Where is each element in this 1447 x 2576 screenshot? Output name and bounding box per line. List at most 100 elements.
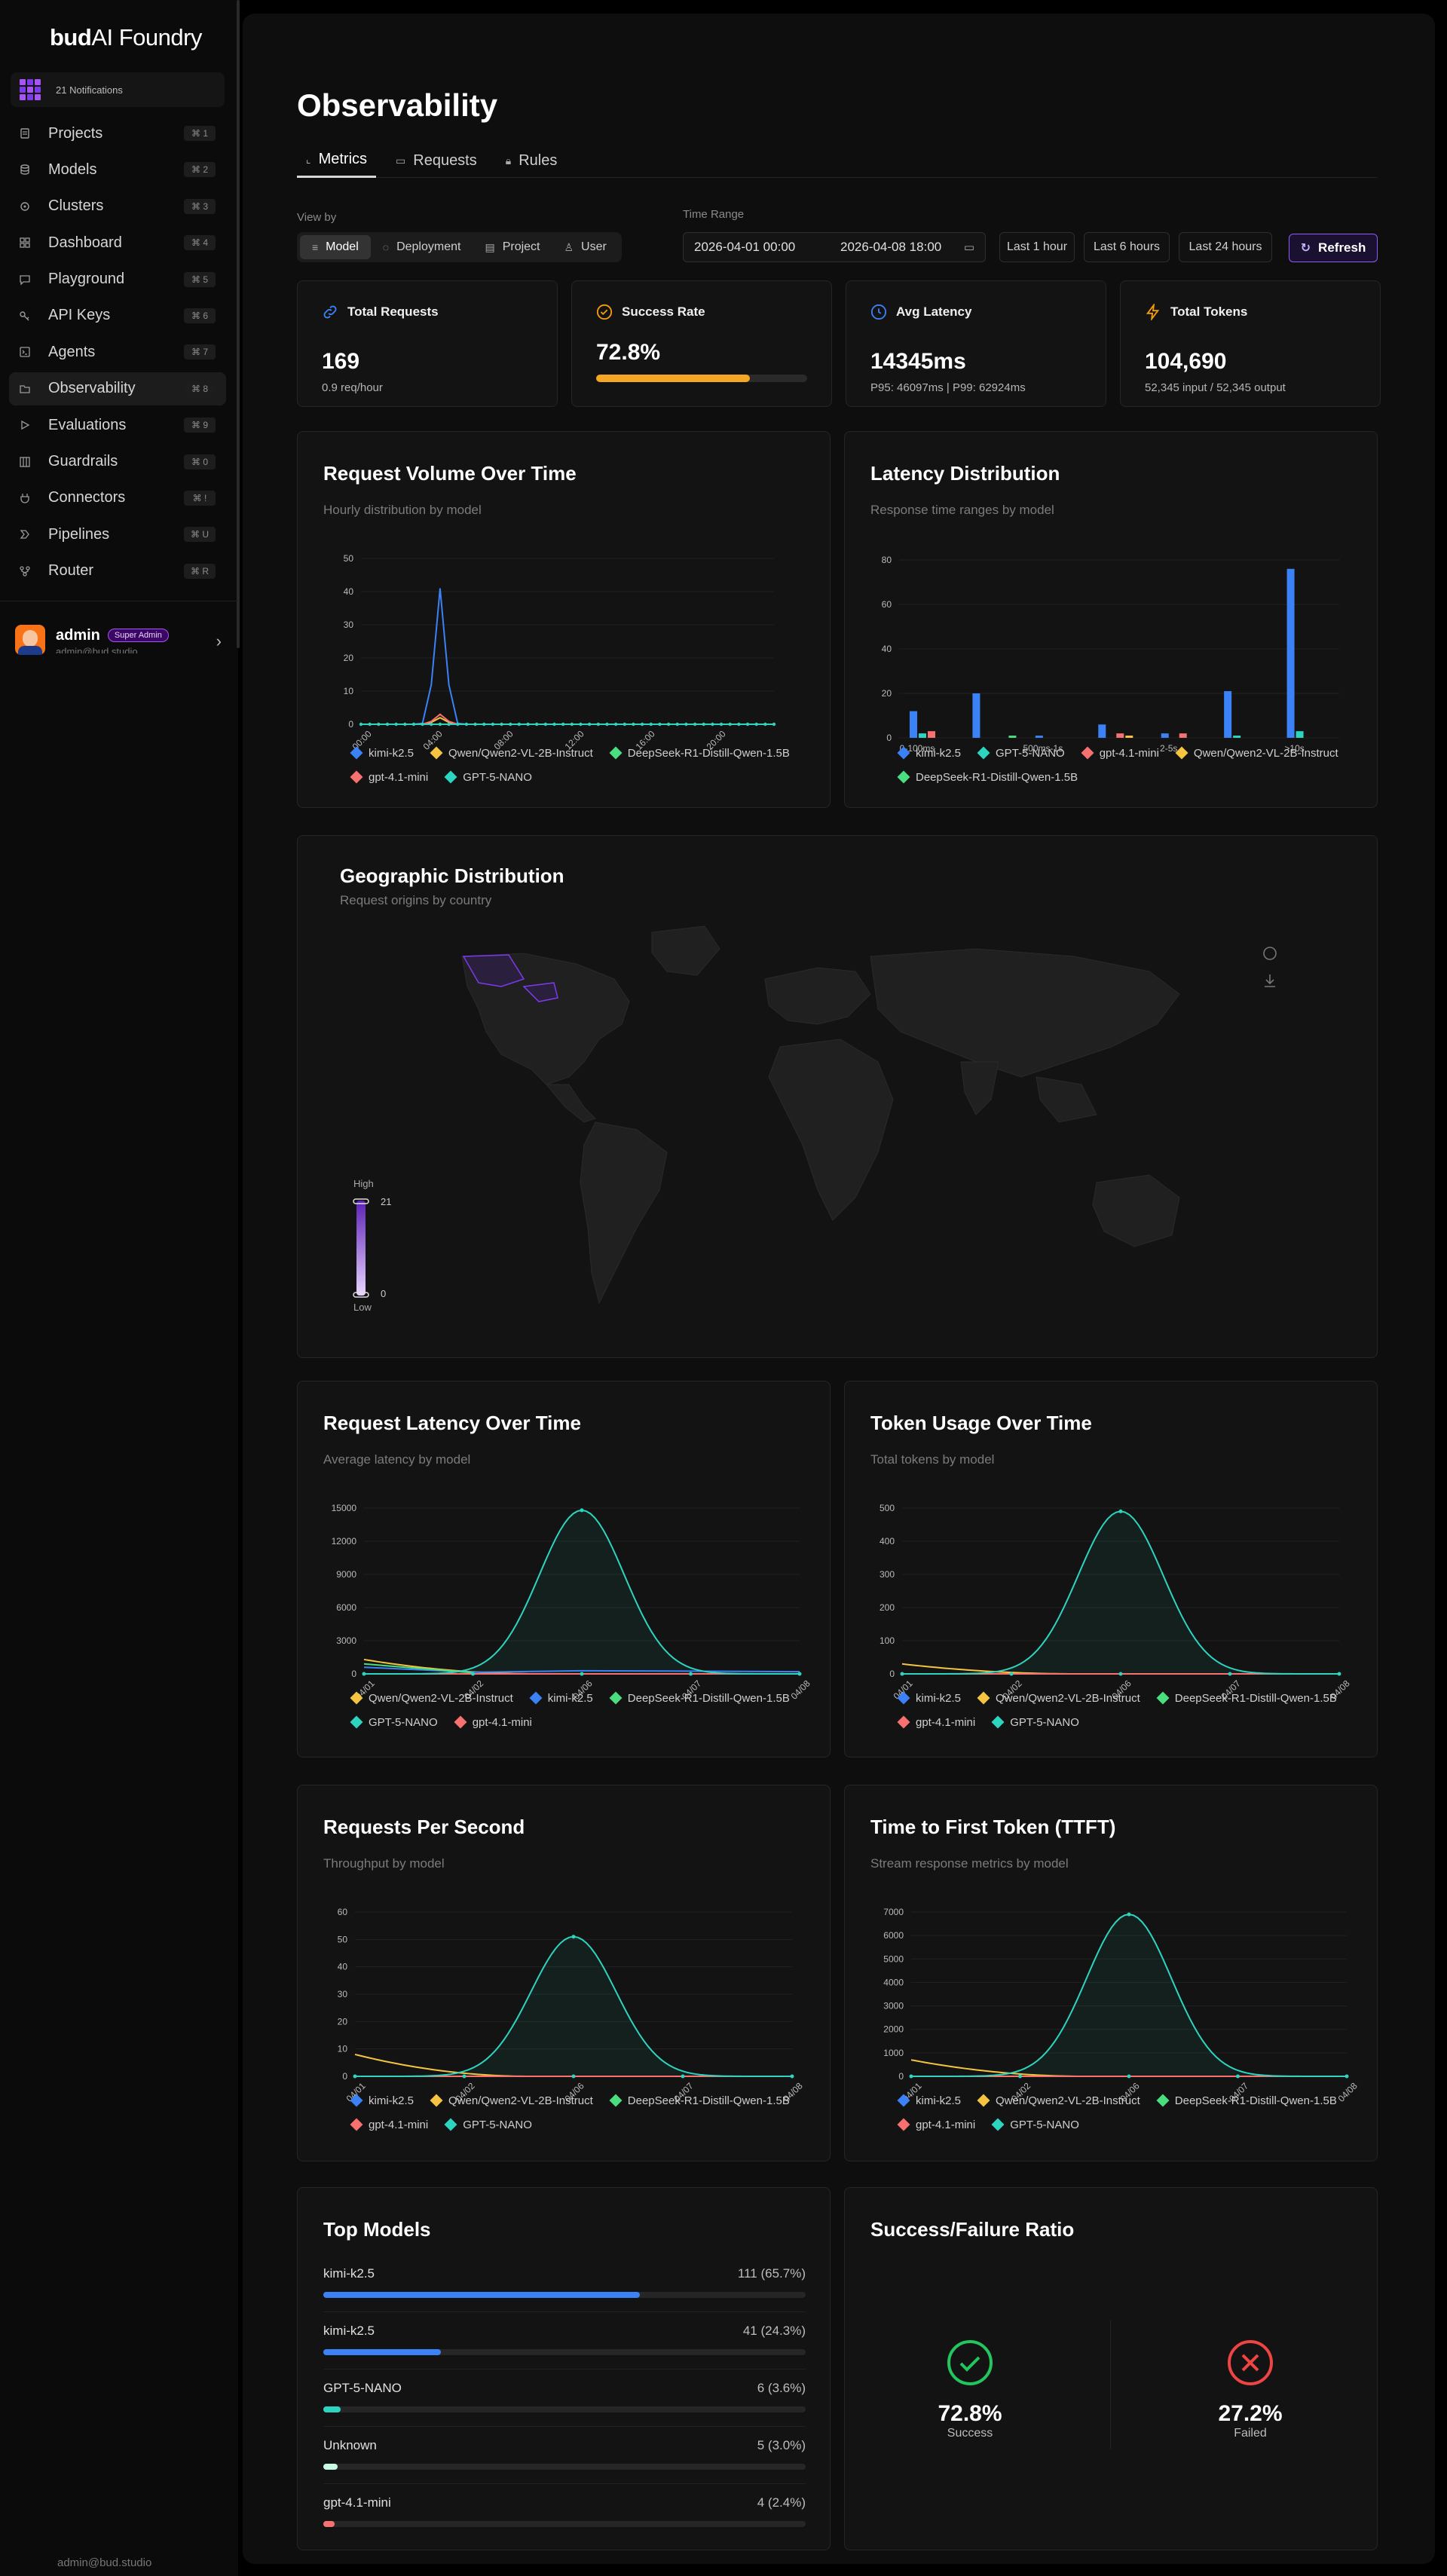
legend-item[interactable]: gpt-4.1-mini: [350, 2113, 428, 2137]
sidebar-item-connectors[interactable]: Connectors ⌘ !: [9, 482, 226, 515]
legend-marker: [897, 1691, 910, 1705]
legend-item[interactable]: GPT-5-NANO: [977, 741, 1065, 765]
legend-item[interactable]: Qwen/Qwen2-VL-2B-Instruct: [350, 1686, 513, 1710]
range-start[interactable]: 2026-04-01 00:00: [694, 240, 796, 254]
data-point: [675, 722, 679, 727]
legend-item[interactable]: DeepSeek-R1-Distill-Qwen-1.5B: [609, 1686, 790, 1710]
sidebar-item-models[interactable]: Models ⌘ 2: [9, 153, 226, 186]
legend-item[interactable]: kimi-k2.5: [897, 1686, 961, 1710]
legend-item[interactable]: gpt-4.1-mini: [897, 2113, 975, 2137]
view-by-model[interactable]: ≡ Model: [300, 235, 371, 259]
legend-marker: [897, 770, 910, 784]
sidebar-item-playground[interactable]: Playground ⌘ 5: [9, 263, 226, 296]
legend-item[interactable]: Qwen/Qwen2-VL-2B-Instruct: [430, 2088, 593, 2113]
legend-item[interactable]: kimi-k2.5: [350, 741, 414, 765]
sidebar-item-clusters[interactable]: Clusters ⌘ 3: [9, 190, 226, 223]
legend-item[interactable]: kimi-k2.5: [529, 1686, 593, 1710]
chart-subtitle: Average latency by model: [323, 1452, 471, 1467]
legend-item[interactable]: gpt-4.1-mini: [454, 1710, 532, 1734]
data-point: [649, 722, 653, 727]
sidebar-scrollbar[interactable]: [237, 0, 240, 648]
legend-item[interactable]: GPT-5-NANO: [991, 2113, 1079, 2137]
map-refresh-icon[interactable]: [1263, 947, 1277, 960]
sidebar-item-guardrails[interactable]: Guardrails ⌘ 0: [9, 445, 226, 479]
view-by-project[interactable]: ▤ Project: [485, 240, 540, 253]
legend-item[interactable]: gpt-4.1-mini: [1081, 741, 1159, 765]
notifications-button[interactable]: 21 Notifications: [11, 72, 225, 107]
legend-marker: [350, 770, 363, 784]
sidebar-item-dashboard[interactable]: Dashboard ⌘ 4: [9, 226, 226, 259]
legend-item[interactable]: Qwen/Qwen2-VL-2B-Instruct: [1175, 741, 1338, 765]
data-point: [482, 722, 486, 727]
data-point: [640, 722, 644, 727]
legend-item[interactable]: gpt-4.1-mini: [897, 1710, 975, 1734]
user-profile[interactable]: admin Super Admin admin@bud.studio ›: [15, 620, 226, 660]
model-name: kimi-k2.5: [323, 2324, 375, 2338]
legend-item[interactable]: kimi-k2.5: [897, 2088, 961, 2113]
legend-marker: [1156, 2094, 1170, 2107]
failure-x-icon: [1228, 2340, 1273, 2385]
sidebar-item-projects[interactable]: Projects ⌘ 1: [9, 117, 226, 150]
legend-item[interactable]: GPT-5-NANO: [444, 765, 532, 789]
sidebar-item-router[interactable]: Router ⌘ R: [9, 555, 226, 588]
legend-item[interactable]: DeepSeek-R1-Distill-Qwen-1.5B: [609, 2088, 790, 2113]
date-range-picker[interactable]: 2026-04-01 00:00 2026-04-08 18:00 ▭: [683, 232, 986, 262]
sidebar-item-observability[interactable]: Observability ⌘ 8: [9, 372, 226, 405]
sidebar-item-evaluations[interactable]: Evaluations ⌘ 9: [9, 408, 226, 442]
sidebar-item-agents[interactable]: Agents ⌘ 7: [9, 335, 226, 369]
bar: [1008, 736, 1017, 738]
y-tick-label: 30: [344, 620, 354, 630]
legend-item[interactable]: DeepSeek-R1-Distill-Qwen-1.5B: [1156, 1686, 1337, 1710]
world-map[interactable]: [298, 836, 1378, 1359]
x-tick-label: 500ms-1s: [1023, 743, 1063, 754]
legend-item[interactable]: GPT-5-NANO: [991, 1710, 1079, 1734]
chevron-right-icon[interactable]: ›: [216, 632, 222, 650]
model-share-fill: [323, 2349, 441, 2355]
stat-sub: P95: 46097ms | P99: 62924ms: [870, 381, 1026, 394]
legend-item[interactable]: kimi-k2.5: [350, 2088, 414, 2113]
view-by-deployment[interactable]: ◌ Deployment: [382, 240, 461, 253]
legend-item[interactable]: Qwen/Qwen2-VL-2B-Instruct: [977, 1686, 1140, 1710]
row-divider: [323, 2483, 806, 2484]
map-africa: [768, 1039, 894, 1221]
series-area: [902, 1511, 1339, 1674]
sidebar-item-label: Evaluations: [48, 416, 127, 433]
legend-item[interactable]: DeepSeek-R1-Distill-Qwen-1.5B: [1156, 2088, 1337, 2113]
legend-item[interactable]: DeepSeek-R1-Distill-Qwen-1.5B: [897, 765, 1078, 789]
last-6-hours-button[interactable]: Last 6 hours: [1084, 232, 1170, 262]
legend-item[interactable]: Qwen/Qwen2-VL-2B-Instruct: [430, 741, 593, 765]
map-download-icon[interactable]: [1265, 974, 1275, 987]
sidebar-item-api-keys[interactable]: API Keys ⌘ 6: [9, 299, 226, 332]
view-by-user[interactable]: ♙ User: [564, 240, 607, 253]
bar: [928, 731, 935, 738]
tab-metrics[interactable]: ⌞ Metrics: [297, 143, 377, 178]
data-point: [447, 722, 451, 727]
data-point: [543, 722, 548, 727]
legend-marker: [991, 2118, 1005, 2131]
chart-subtitle: Total tokens by model: [870, 1452, 995, 1467]
tab-requests[interactable]: ▭ Requests: [396, 151, 477, 169]
legend-item[interactable]: Qwen/Qwen2-VL-2B-Instruct: [977, 2088, 1140, 2113]
legend-item[interactable]: gpt-4.1-mini: [350, 765, 428, 789]
legend-item[interactable]: kimi-k2.5: [897, 741, 961, 765]
data-point: [421, 722, 424, 727]
last-1-hour-button[interactable]: Last 1 hour: [999, 232, 1075, 262]
legend-item[interactable]: GPT-5-NANO: [350, 1710, 438, 1734]
tab-rules[interactable]: 🔒︎ Rules: [505, 151, 558, 169]
range-end[interactable]: 2026-04-08 18:00: [840, 240, 942, 254]
sidebar-item-pipelines[interactable]: Pipelines ⌘ U: [9, 518, 226, 551]
top-models-panel: Top Models kimi-k2.5 111 (65.7%) kimi-k2…: [297, 2187, 831, 2550]
legend-item[interactable]: DeepSeek-R1-Distill-Qwen-1.5B: [609, 741, 790, 765]
legend-item[interactable]: GPT-5-NANO: [444, 2113, 532, 2137]
last-24-hours-button[interactable]: Last 24 hours: [1179, 232, 1272, 262]
app-logo[interactable]: budAI Foundry: [50, 24, 202, 50]
chart-title: Geographic Distribution: [340, 864, 564, 887]
clock-icon: [870, 304, 887, 320]
refresh-button[interactable]: ↻ Refresh: [1289, 234, 1378, 262]
